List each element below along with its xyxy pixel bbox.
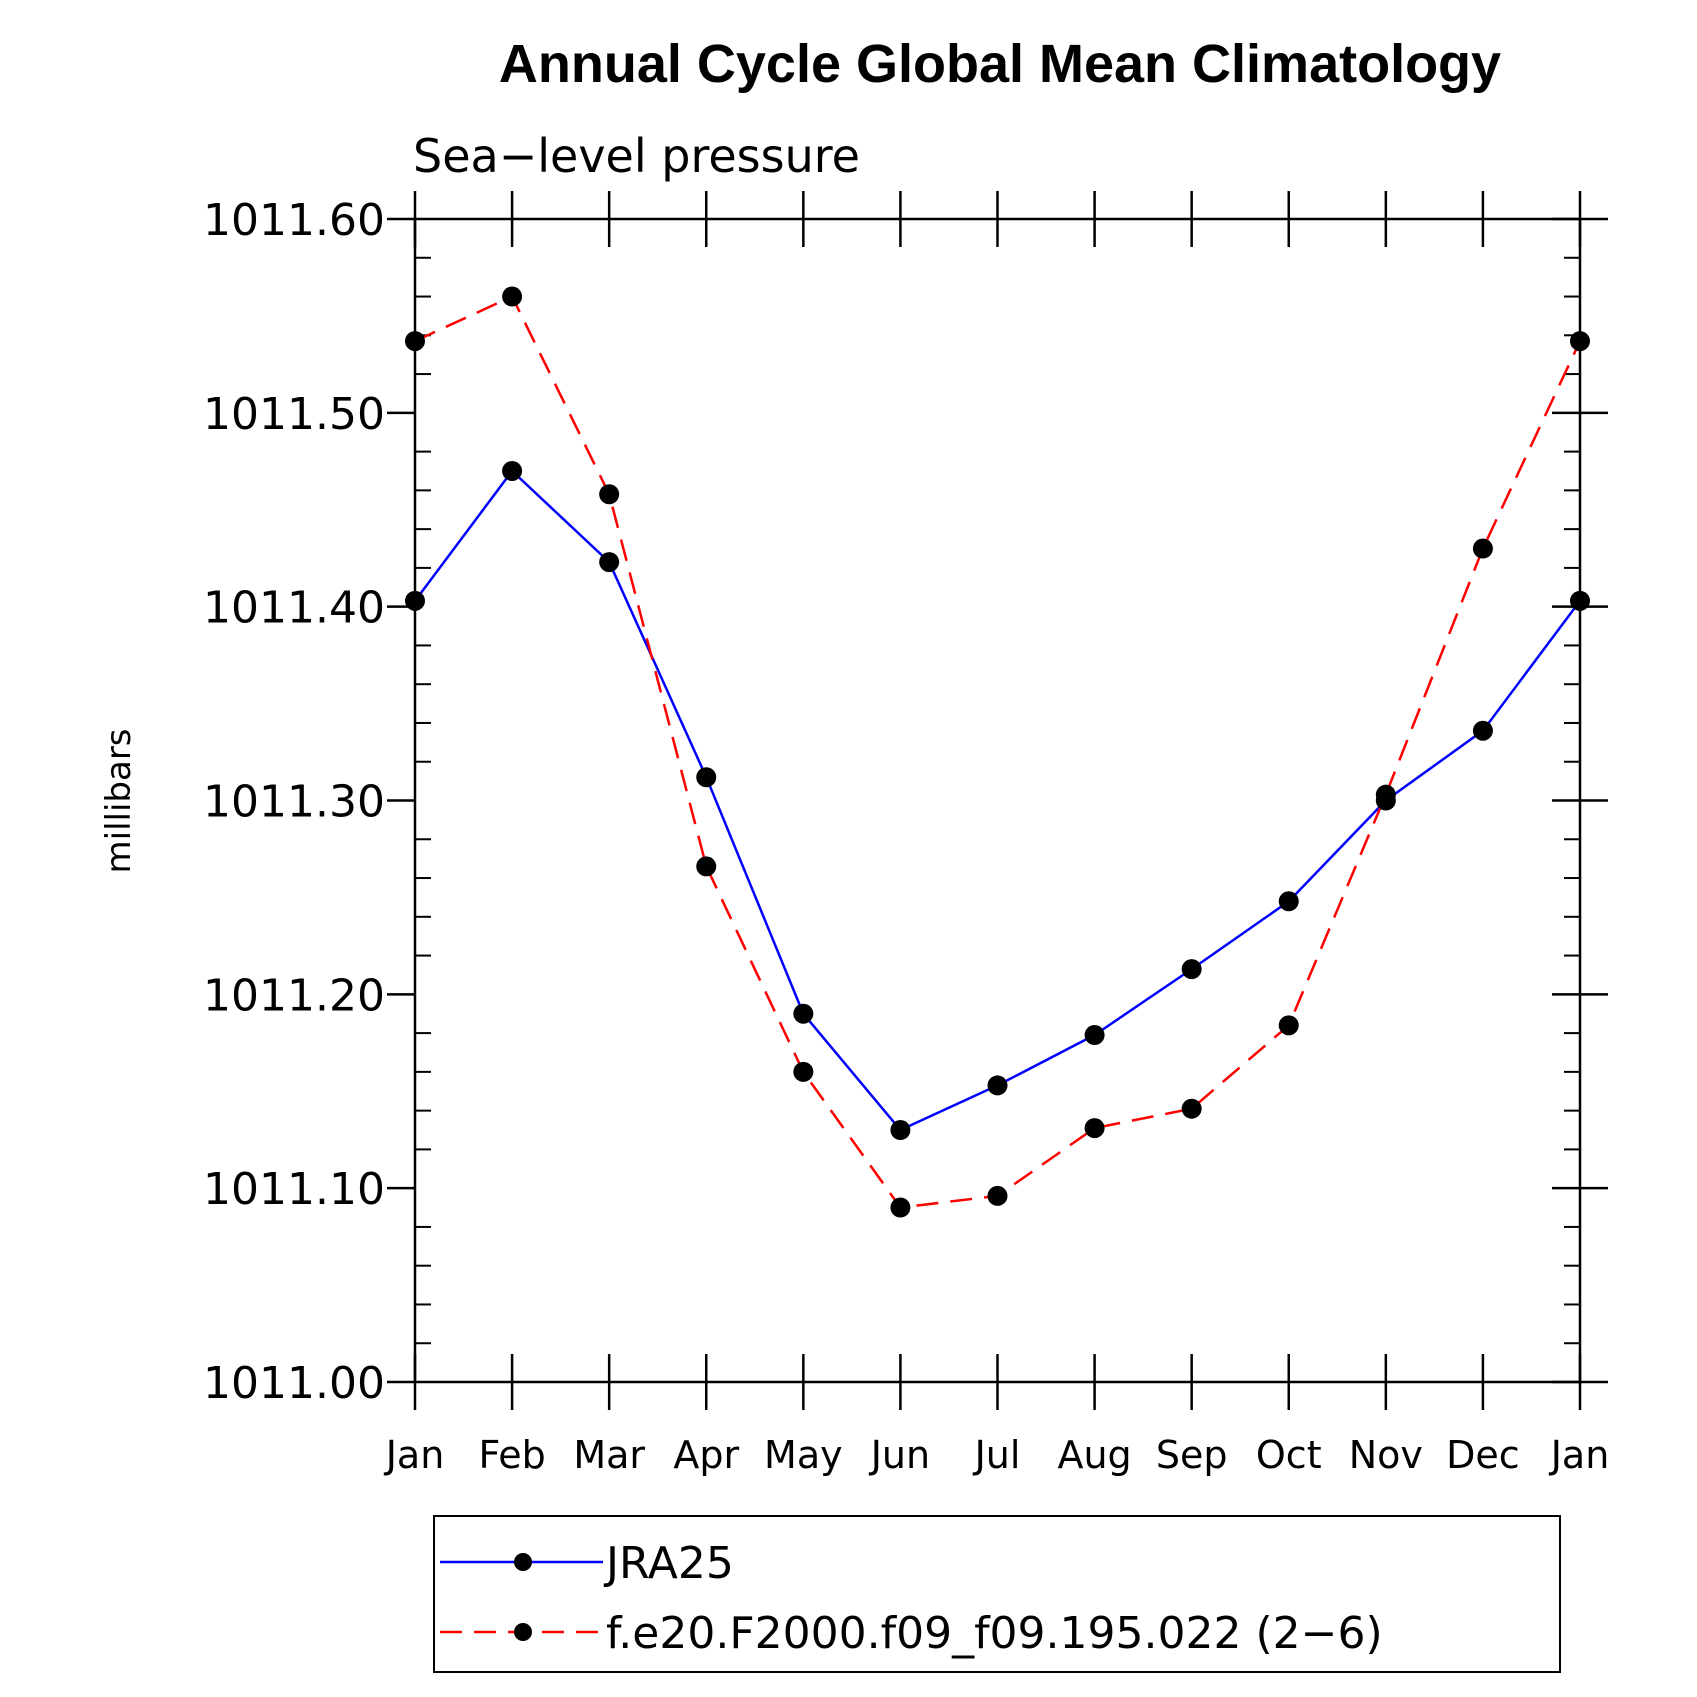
- y-tick-label: 1011.40: [203, 583, 385, 634]
- data-point-series-1: [1570, 331, 1590, 352]
- x-tick-labels: Jan Feb Mar Apr May Jun Jul Aug Sep Oct Nov Dec Jan: [384, 1433, 1610, 1477]
- series-line-1: [414, 294, 1582, 1209]
- chart-title: Annual Cycle Global Mean Climatology: [499, 34, 1501, 94]
- data-point-series-0: [890, 1120, 911, 1141]
- data-point-series-1: [890, 1197, 911, 1218]
- data-point-series-0: [793, 1003, 814, 1024]
- y-tick-label: 1011.00: [203, 1358, 385, 1409]
- data-point-series-1: [502, 286, 523, 307]
- x-tick-label: Sep: [1156, 1433, 1228, 1477]
- data-point-series-1: [1181, 1098, 1202, 1119]
- x-tick-label: Oct: [1256, 1433, 1322, 1477]
- x-tick-label: Mar: [573, 1433, 645, 1477]
- legend-marker-model: [514, 1623, 532, 1641]
- data-point-series-0: [1570, 590, 1590, 611]
- data-point-series-1: [1278, 1015, 1299, 1036]
- data-point-series-0: [1181, 959, 1202, 980]
- data-point-series-0: [987, 1075, 1008, 1096]
- data-point-series-1: [405, 331, 425, 352]
- data-point-series-1: [1084, 1118, 1105, 1139]
- x-tick-label: Nov: [1349, 1433, 1423, 1477]
- x-tick-label: Jun: [869, 1433, 930, 1477]
- data-point-series-1: [599, 484, 620, 505]
- legend: JRA25 f.e20.F2000.f09_f09.195.022 (2−6): [433, 1515, 1561, 1673]
- y-tick-label: 1011.30: [203, 777, 385, 828]
- y-tick-labels: 1011.00 1011.10 1011.20 1011.30 1011.40 1011.…: [203, 195, 385, 1409]
- legend-box: [433, 1515, 1561, 1673]
- y-tick-label: 1011.20: [203, 970, 385, 1021]
- legend-marker-jra25: [514, 1553, 532, 1571]
- x-tick-label: Feb: [478, 1433, 545, 1477]
- x-tick-label: Aug: [1057, 1433, 1131, 1477]
- x-tick-label: May: [764, 1433, 843, 1477]
- data-point-series-0: [1278, 891, 1299, 912]
- legend-label-jra25: JRA25: [603, 1538, 734, 1589]
- plot-frame: [413, 217, 1582, 1384]
- data-point-series-0: [1084, 1025, 1105, 1046]
- series-line-0: [413, 469, 1582, 1132]
- axis-ticks: [387, 191, 1608, 1410]
- data-point-series-1: [696, 856, 717, 877]
- x-tick-label: Jan: [1549, 1433, 1610, 1477]
- legend-label-model: f.e20.F2000.f09_f09.195.022 (2−6): [606, 1608, 1383, 1659]
- data-point-series-0: [405, 590, 425, 611]
- data-point-series-1: [987, 1185, 1008, 1206]
- x-tick-label: Jul: [973, 1433, 1021, 1477]
- data-point-series-1: [793, 1061, 814, 1082]
- y-tick-label: 1011.60: [203, 195, 385, 246]
- x-tick-label: Jan: [384, 1433, 445, 1477]
- y-axis-label: millibars: [99, 728, 139, 873]
- data-point-series-1: [1472, 538, 1493, 559]
- y-tick-label: 1011.10: [203, 1164, 385, 1215]
- chart-subtitle: Sea−level pressure: [413, 129, 860, 183]
- data-point-series-0: [502, 460, 523, 481]
- data-point-series-0: [1472, 720, 1493, 741]
- x-tick-label: Dec: [1446, 1433, 1520, 1477]
- data-point-series-1: [1375, 784, 1396, 805]
- data-point-series-0: [696, 767, 717, 788]
- series-layer: [405, 286, 1590, 1218]
- y-tick-label: 1011.50: [203, 389, 385, 440]
- data-point-series-0: [599, 552, 620, 573]
- x-tick-label: Apr: [673, 1433, 739, 1477]
